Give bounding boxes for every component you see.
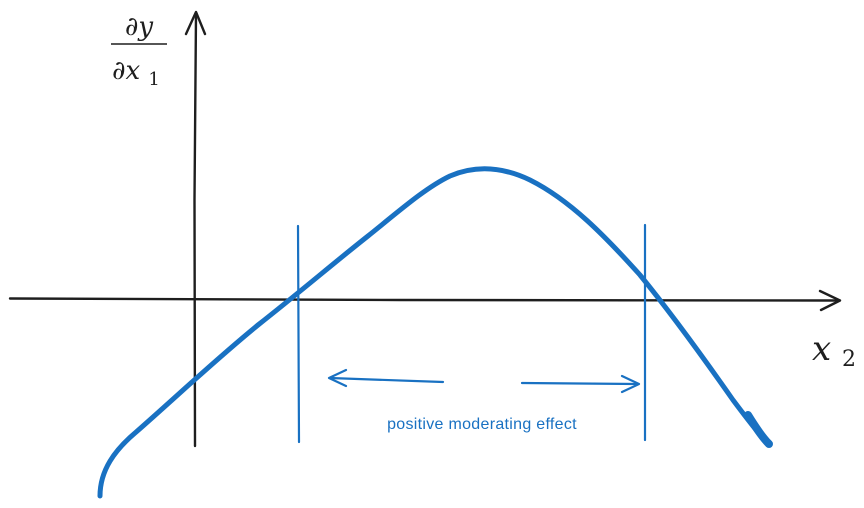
x-label-base: x bbox=[812, 329, 831, 369]
y-axis bbox=[193, 12, 198, 448]
right-arrow-shaft bbox=[520, 381, 640, 386]
right-arrow-head bbox=[620, 374, 641, 394]
marginal-effect-curve bbox=[97, 166, 771, 499]
x-axis-arrowhead bbox=[818, 289, 842, 312]
y-label-denominator-base: ∂x bbox=[112, 56, 140, 86]
annotation-label: positive moderating effect bbox=[387, 416, 577, 433]
y-label-denominator: ∂x 1 bbox=[112, 56, 160, 90]
y-axis-label: ∂y ∂x 1 bbox=[111, 12, 167, 90]
x-axis bbox=[8, 297, 840, 302]
y-label-denominator-subscript: 1 bbox=[148, 69, 159, 90]
y-axis-arrowhead bbox=[184, 10, 207, 36]
curve-end-stroke bbox=[744, 411, 773, 448]
left-boundary-line bbox=[296, 224, 301, 444]
y-label-numerator: ∂y bbox=[125, 12, 153, 42]
x-label-subscript: 2 bbox=[842, 347, 856, 372]
left-arrow-head bbox=[327, 368, 348, 388]
left-arrow-shaft bbox=[328, 376, 445, 384]
x-axis-label: x 2 bbox=[812, 329, 856, 372]
